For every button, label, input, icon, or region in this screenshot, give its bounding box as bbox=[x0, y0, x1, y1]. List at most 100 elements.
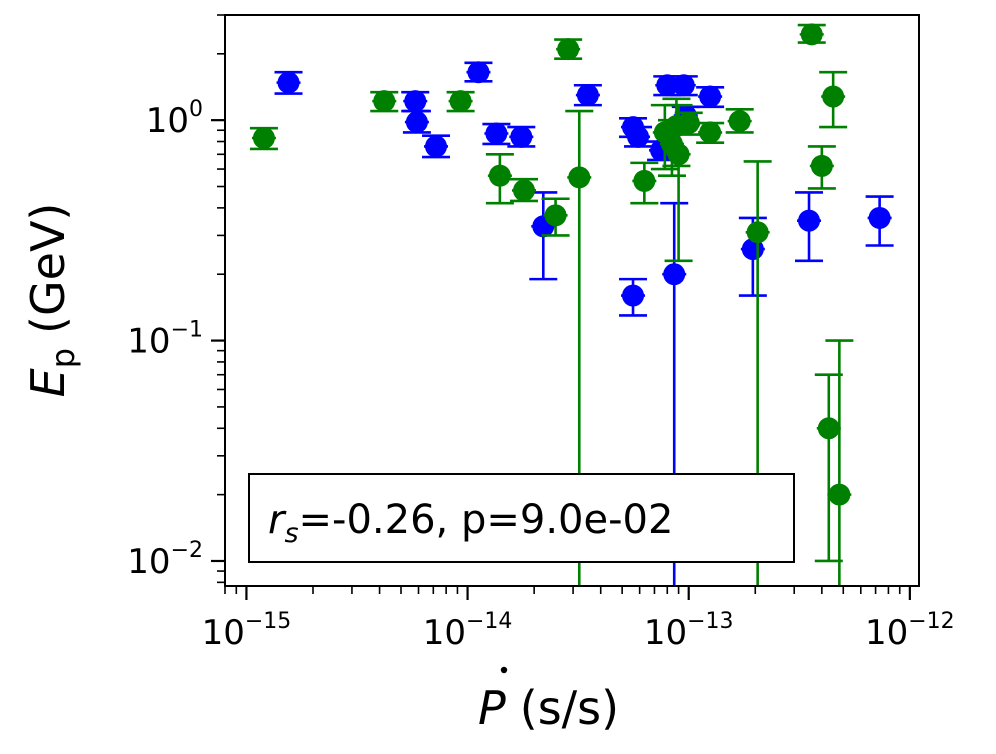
x-tick-base: 10 bbox=[202, 613, 245, 653]
x-tick-exponent: −13 bbox=[687, 609, 733, 634]
x-axis-label: P (s/s) bbox=[478, 666, 619, 735]
marker bbox=[449, 90, 472, 113]
data-point-green bbox=[249, 126, 278, 151]
annotation-text: rs=-0.26, p=9.0e-02 bbox=[268, 497, 673, 549]
marker bbox=[485, 122, 508, 145]
data-point-green bbox=[485, 153, 514, 205]
y-axis-unit: (GeV) bbox=[21, 203, 75, 334]
marker bbox=[728, 110, 751, 133]
data-point-green bbox=[510, 177, 539, 203]
marker bbox=[568, 166, 591, 189]
data-point-green bbox=[797, 23, 826, 46]
marker bbox=[467, 61, 490, 84]
y-axis-label: Ep (GeV) bbox=[21, 203, 82, 398]
marker bbox=[656, 74, 679, 97]
y-tick-label: 10−1 bbox=[127, 318, 203, 362]
x-tick-labels: 10−15 10−14 10−13 10−12 bbox=[202, 609, 955, 653]
x-axis-symbol: P bbox=[478, 681, 506, 735]
x-tick-exponent: −15 bbox=[245, 609, 291, 634]
x-tick-exponent: −14 bbox=[466, 609, 512, 634]
y-tick-exponent: −2 bbox=[171, 538, 203, 563]
y-tick-base: 10 bbox=[127, 322, 170, 362]
x-tick-label: 10−15 bbox=[202, 609, 292, 653]
data-point-green bbox=[565, 109, 594, 586]
annotation-sub: s bbox=[284, 518, 298, 549]
marker bbox=[510, 125, 533, 148]
data-point-blue bbox=[274, 70, 303, 95]
data-point-green bbox=[819, 70, 848, 129]
x-tick-base: 10 bbox=[423, 613, 466, 653]
data-point-blue bbox=[696, 85, 725, 109]
data-layer bbox=[249, 23, 894, 586]
marker bbox=[699, 121, 722, 144]
data-point-blue bbox=[482, 122, 511, 146]
x-tick-label: 10−13 bbox=[644, 609, 734, 653]
marker bbox=[252, 126, 275, 149]
marker bbox=[373, 90, 396, 113]
plot-frame bbox=[224, 14, 920, 587]
data-point-green bbox=[370, 90, 399, 113]
marker bbox=[746, 221, 769, 244]
x-tick-exponent: −12 bbox=[908, 609, 954, 634]
data-point-blue bbox=[624, 125, 653, 148]
x-tick-base: 10 bbox=[644, 613, 687, 653]
marker bbox=[810, 154, 833, 177]
data-point-green bbox=[743, 160, 772, 586]
marker bbox=[817, 417, 840, 440]
data-point-blue bbox=[865, 195, 894, 247]
data-point-blue bbox=[669, 74, 698, 97]
marker bbox=[798, 209, 821, 232]
x-tick-label: 10−12 bbox=[865, 609, 955, 653]
data-point-green bbox=[541, 197, 570, 237]
marker bbox=[488, 164, 511, 187]
major-ticks bbox=[211, 119, 911, 600]
marker bbox=[667, 143, 690, 166]
marker bbox=[699, 85, 722, 108]
marker bbox=[627, 125, 650, 148]
data-point-green bbox=[696, 121, 725, 145]
marker bbox=[404, 90, 427, 113]
data-point-blue bbox=[507, 125, 536, 148]
y-tick-base: 10 bbox=[127, 542, 170, 582]
y-tick-label: 100 bbox=[146, 97, 203, 141]
marker bbox=[868, 206, 891, 229]
x-axis-unit: (s/s) bbox=[520, 681, 619, 735]
data-point-blue bbox=[464, 61, 493, 84]
marker bbox=[622, 284, 645, 307]
x-tick-label: 10−14 bbox=[423, 609, 513, 653]
marker bbox=[633, 169, 656, 192]
marker bbox=[828, 483, 851, 506]
data-point-blue bbox=[402, 109, 431, 134]
data-point-green bbox=[725, 108, 754, 134]
data-point-green bbox=[554, 38, 583, 61]
marker bbox=[663, 263, 686, 286]
marker bbox=[557, 38, 580, 61]
series-green bbox=[249, 23, 854, 586]
marker bbox=[672, 74, 695, 97]
y-tick-exponent: −1 bbox=[171, 318, 203, 343]
data-point-blue bbox=[795, 191, 824, 263]
x-axis-dot bbox=[500, 666, 508, 674]
data-point-green bbox=[446, 90, 475, 113]
data-point-blue bbox=[573, 83, 602, 107]
y-tick-exponent: 0 bbox=[189, 97, 203, 122]
marker bbox=[513, 179, 536, 202]
y-tick-base: 10 bbox=[146, 101, 189, 141]
minor-ticks bbox=[217, 14, 901, 594]
marker bbox=[544, 204, 567, 227]
marker bbox=[576, 84, 599, 107]
y-axis-symbol: E bbox=[21, 368, 75, 397]
marker bbox=[822, 85, 845, 108]
series-blue bbox=[274, 61, 894, 586]
marker bbox=[800, 23, 823, 46]
data-point-blue bbox=[619, 277, 648, 317]
data-point-green bbox=[807, 145, 836, 190]
data-point-green bbox=[664, 103, 693, 263]
annotation-value: =-0.26, p=9.0e-02 bbox=[299, 497, 674, 543]
data-point-green bbox=[630, 161, 659, 205]
marker bbox=[425, 135, 448, 158]
data-point-blue bbox=[422, 134, 451, 159]
x-axis-label-text: P (s/s) bbox=[478, 681, 619, 735]
marker bbox=[277, 71, 300, 94]
